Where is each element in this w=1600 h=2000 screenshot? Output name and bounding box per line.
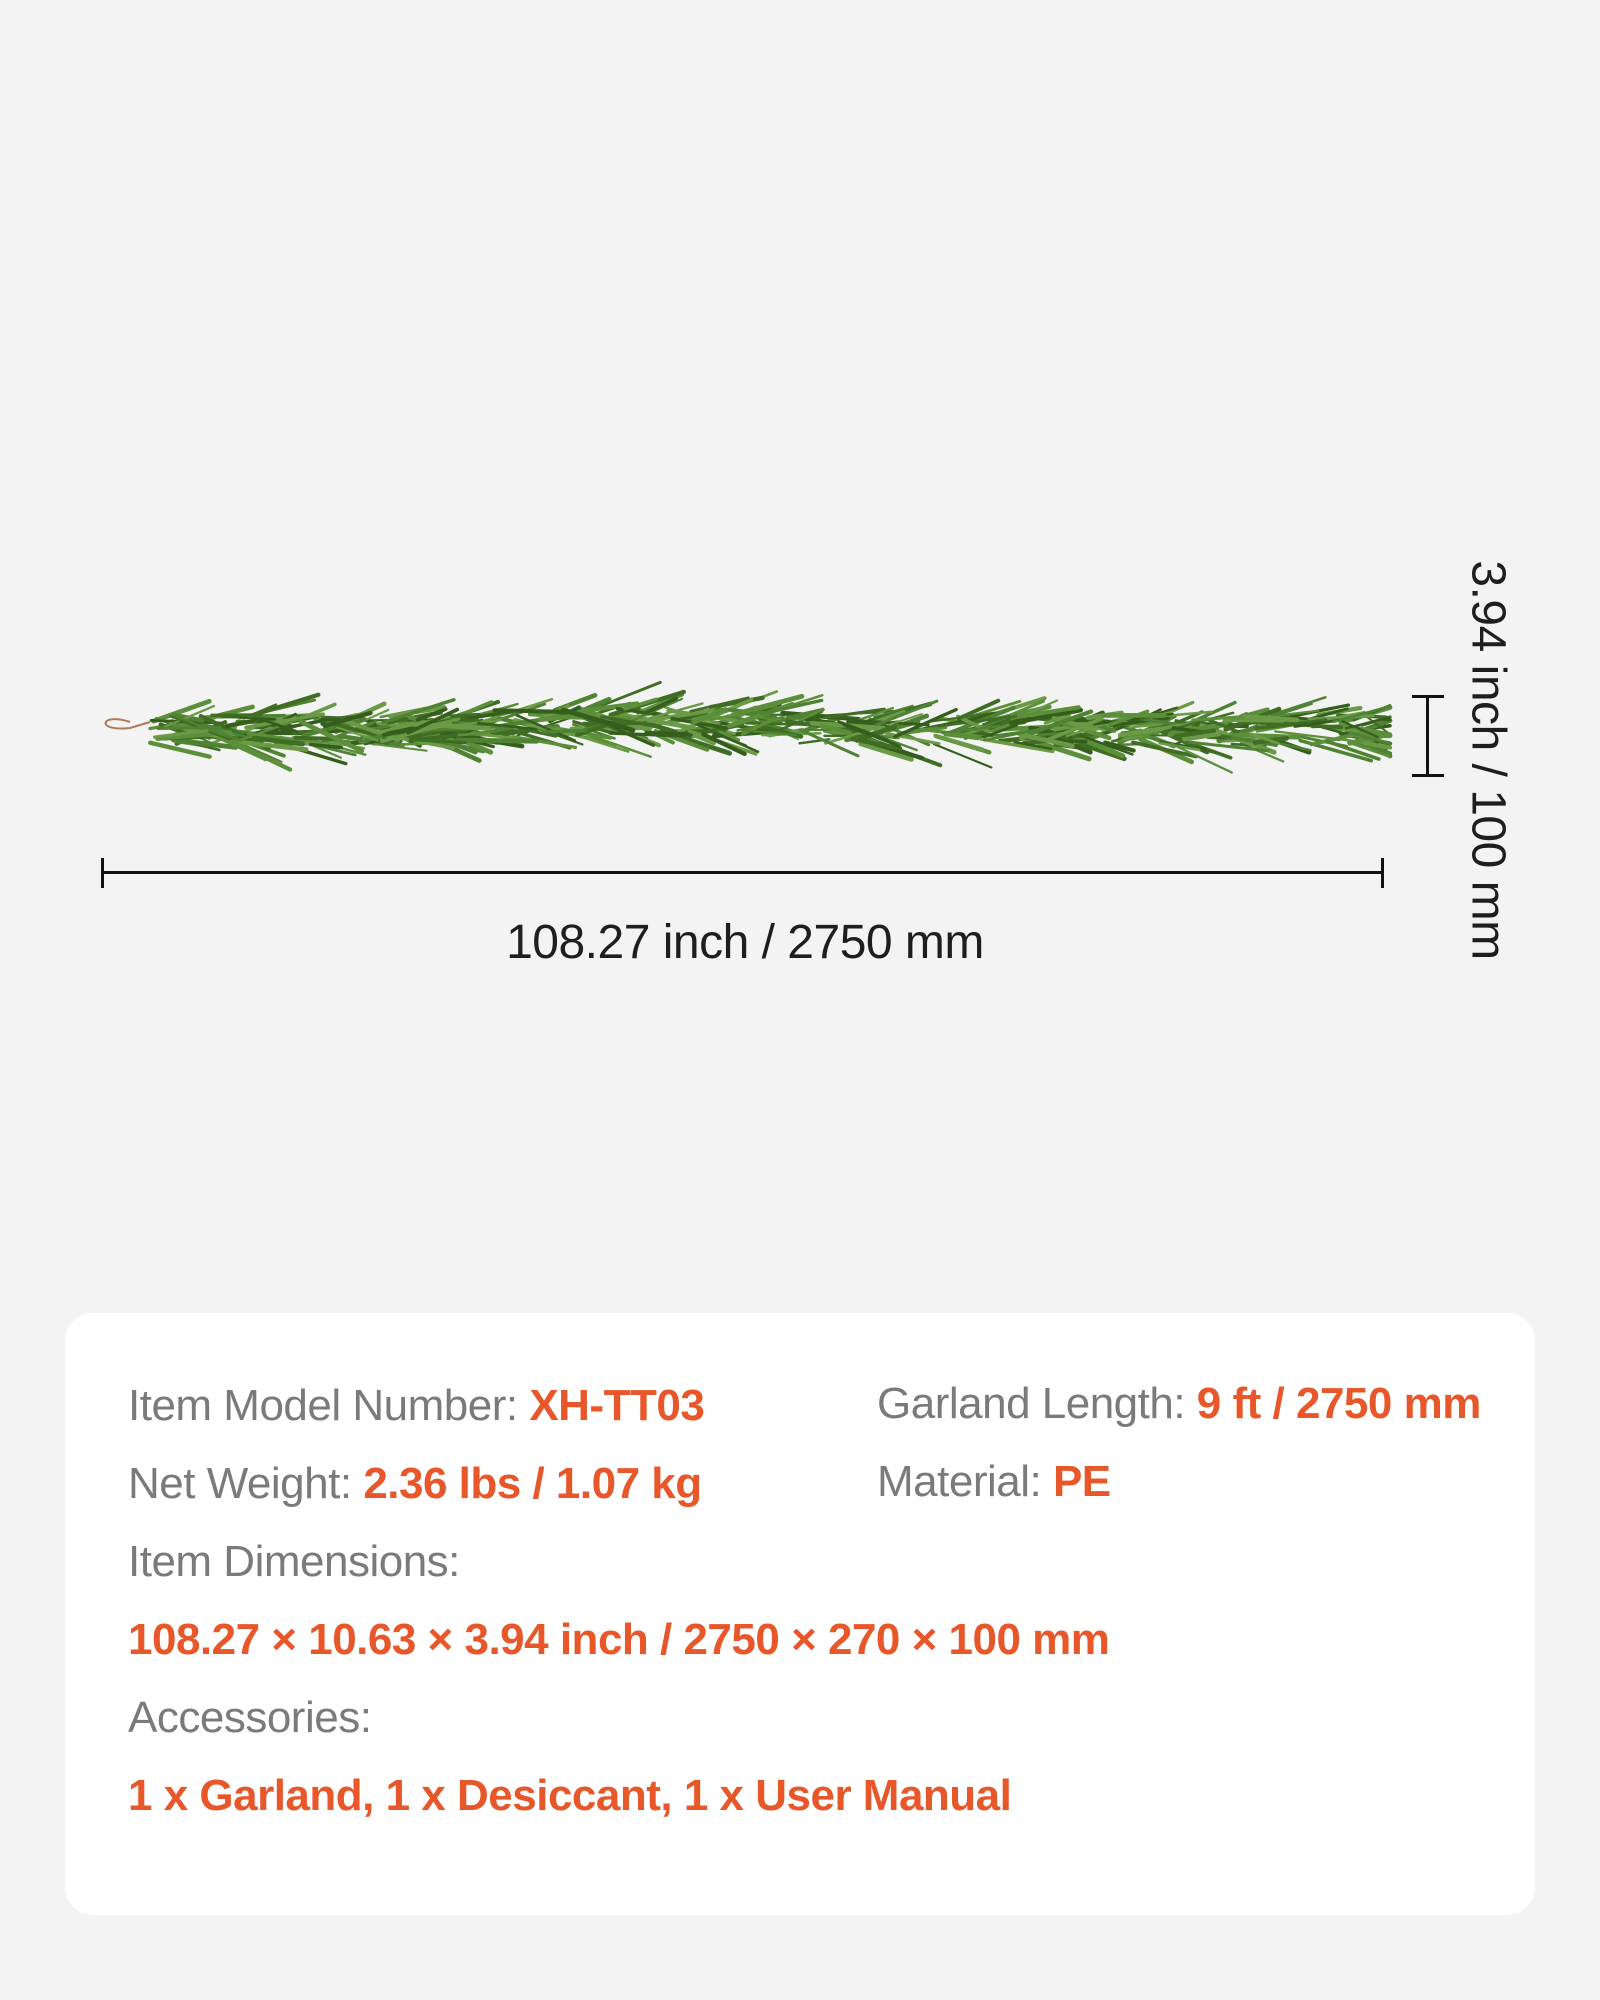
length-dimension-tick-right xyxy=(1381,858,1384,888)
spec-model-label: Item Model Number: xyxy=(128,1381,518,1430)
height-dimension-line xyxy=(1426,696,1429,776)
spec-length-label: Garland Length: xyxy=(877,1379,1186,1428)
length-dimension-label: 108.27 inch / 2750 mm xyxy=(506,916,984,969)
spec-weight: Net Weight: 2.36 lbs / 1.07 kg xyxy=(128,1459,702,1509)
spec-card: Item Model Number: XH-TT03 Garland Lengt… xyxy=(65,1313,1535,1915)
spec-weight-label: Net Weight: xyxy=(128,1459,352,1508)
spec-length-value: 9 ft / 2750 mm xyxy=(1196,1379,1482,1428)
spec-length: Garland Length: 9 ft / 2750 mm xyxy=(877,1379,1481,1429)
spec-accessories-value: 1 x Garland, 1 x Desiccant, 1 x User Man… xyxy=(128,1771,1012,1820)
height-dimension-cap-bottom xyxy=(1412,774,1444,777)
height-dimension-cap-top xyxy=(1412,695,1444,698)
spec-model-value: XH-TT03 xyxy=(529,1381,705,1430)
spec-dimensions-label: Item Dimensions: xyxy=(128,1537,460,1586)
hanging-loop xyxy=(104,718,151,730)
length-dimension-tick-left xyxy=(101,858,104,888)
spec-weight-value: 2.36 lbs / 1.07 kg xyxy=(363,1459,702,1508)
length-dimension-line xyxy=(102,871,1383,874)
spec-material: Material: PE xyxy=(877,1457,1111,1507)
spec-dimensions-value: 108.27 × 10.63 × 3.94 inch / 2750 × 270 … xyxy=(128,1615,1110,1664)
spec-model: Item Model Number: XH-TT03 xyxy=(128,1381,705,1431)
garland-product-image xyxy=(104,680,1393,774)
spec-material-label: Material: xyxy=(877,1457,1042,1506)
spec-accessories-label: Accessories: xyxy=(128,1693,372,1742)
garland-foliage xyxy=(148,680,1393,774)
spec-material-value: PE xyxy=(1052,1457,1111,1506)
height-dimension-label: 3.94 inch / 100 mm xyxy=(1461,560,1515,960)
